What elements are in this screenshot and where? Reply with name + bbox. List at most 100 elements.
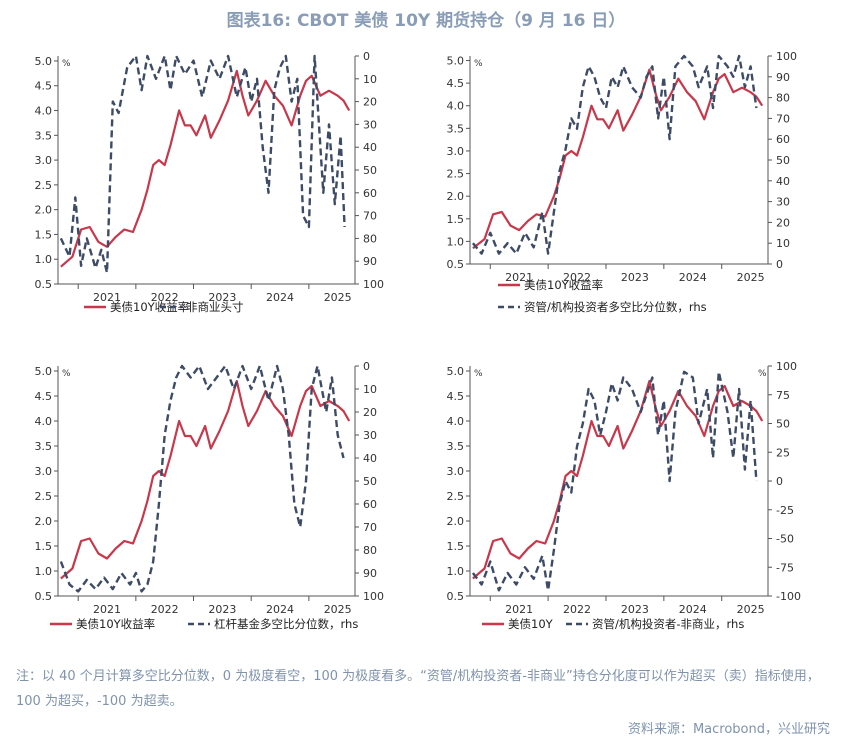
left-tick-label: 4.5	[447, 390, 465, 403]
chart-panel-2: % 0.5 1.0 1.5 2.0 2.5 3.0 3.5 4.0 4.5 5.0 0 10 20 30 40…	[447, 50, 798, 314]
right-tick-label: 10	[776, 237, 790, 250]
legend-label: 资管/机构投资者-非商业，rhs	[592, 617, 744, 631]
right-tick-label: 75	[776, 389, 790, 402]
left-tick-label: 1.0	[447, 235, 465, 248]
right-tick-label: 50	[363, 475, 377, 488]
left-tick-label: 5.0	[447, 55, 465, 68]
left-tick-label: 4.0	[35, 415, 53, 428]
series-line-yield	[60, 69, 351, 268]
x-tick-label: 2024	[679, 603, 707, 616]
right-tick-label: 90	[776, 71, 790, 84]
right-tick-label: 30	[363, 429, 377, 442]
left-tick-label: 1.5	[35, 228, 53, 241]
left-tick-label: 5.0	[447, 365, 465, 378]
left-tick-label: 5.0	[35, 55, 53, 68]
left-unit-label: %	[474, 369, 483, 379]
left-tick-label: 2.5	[35, 179, 53, 192]
legend-label: 杠杆基金多空比分位数，rhs	[214, 617, 358, 631]
right-tick-label: 80	[776, 92, 790, 105]
right-tick-label: 20	[776, 216, 790, 229]
right-tick-label: -100	[776, 590, 801, 603]
left-tick-label: 2.5	[447, 168, 465, 181]
x-tick-label: 2021	[93, 291, 121, 304]
left-tick-label: 4.0	[35, 105, 53, 118]
legend-label: 资管/机构投资者多空比分位数，rhs	[524, 300, 707, 314]
left-tick-label: 1.5	[447, 213, 465, 226]
left-tick-label: 3.0	[35, 465, 53, 478]
right-tick-label: 60	[363, 187, 377, 200]
series-line-yield	[60, 379, 351, 580]
right-tick-label: 30	[776, 196, 790, 209]
left-tick-label: 3.5	[35, 129, 53, 142]
left-tick-label: 2.0	[35, 204, 53, 217]
series-line-positioning	[471, 54, 758, 255]
right-tick-label: 0	[776, 258, 783, 271]
x-tick-label: 2025	[737, 271, 765, 284]
right-tick-label: 0	[776, 475, 783, 488]
x-tick-label: 2022	[151, 291, 179, 304]
x-tick-label: 2023	[621, 603, 649, 616]
right-tick-label: 40	[776, 175, 790, 188]
right-tick-label: 90	[363, 255, 377, 268]
right-tick-label: 100	[363, 590, 384, 603]
legend-label: 美债10Y	[508, 617, 554, 631]
x-tick-label: 2025	[737, 603, 765, 616]
right-tick-label: 60	[776, 133, 790, 146]
series-line-positioning	[59, 54, 346, 274]
left-unit-label: %	[62, 369, 71, 379]
left-tick-label: 4.0	[447, 100, 465, 113]
right-tick-label: 50	[776, 418, 790, 431]
chart-panel-4: % % 0.5 1.0 1.5 2.0 2.5 3.0 3.5 4.0 4.5 5.0 -100 -75 -…	[447, 360, 801, 631]
left-tick-label: 0.5	[35, 278, 53, 291]
right-tick-label: 100	[776, 360, 797, 373]
left-tick-label: 2.5	[447, 490, 465, 503]
right-tick-label: 80	[363, 232, 377, 245]
x-tick-label: 2023	[621, 271, 649, 284]
footnote: 注：以 40 个月计算多空比分位数，0 为极度看空，100 为极度看多。“资管/…	[16, 669, 820, 709]
left-tick-label: 0.5	[447, 258, 465, 271]
x-tick-label: 2022	[563, 603, 591, 616]
right-tick-label: -50	[776, 533, 794, 546]
left-tick-label: 1.0	[35, 565, 53, 578]
left-tick-label: 4.5	[35, 390, 53, 403]
right-unit-label: %	[758, 369, 767, 379]
left-tick-label: 2.0	[35, 515, 53, 528]
series-line-yield	[472, 68, 764, 250]
left-tick-label: 3.0	[35, 154, 53, 167]
left-tick-label: 1.5	[447, 540, 465, 553]
left-tick-label: 3.5	[35, 440, 53, 453]
right-tick-label: -75	[776, 561, 794, 574]
x-tick-label: 2021	[505, 271, 533, 284]
right-tick-label: 100	[363, 278, 384, 291]
series-line-positioning	[471, 370, 758, 592]
chart-panel-1: % 0.5 1.0 1.5 2.0 2.5 3.0 3.5 4.0 4.5 5.0 0 10 20 30 40…	[35, 50, 385, 314]
right-tick-label: 25	[776, 446, 790, 459]
left-tick-label: 3.0	[447, 465, 465, 478]
left-unit-label: %	[62, 59, 71, 69]
left-tick-label: 3.5	[447, 440, 465, 453]
left-tick-label: 3.5	[447, 122, 465, 135]
x-tick-label: 2024	[266, 603, 294, 616]
right-tick-label: 70	[776, 112, 790, 125]
left-tick-label: 0.5	[35, 590, 53, 603]
right-tick-label: 20	[363, 96, 377, 109]
right-tick-label: 60	[363, 498, 377, 511]
right-tick-label: 30	[363, 118, 377, 131]
left-tick-label: 2.5	[35, 490, 53, 503]
left-tick-label: 4.0	[447, 415, 465, 428]
right-tick-label: 0	[363, 360, 370, 373]
right-tick-label: 0	[363, 50, 370, 63]
right-tick-label: 40	[363, 141, 377, 154]
left-tick-label: 1.0	[35, 253, 53, 266]
source-note: 资料来源：Macrobond，兴业研究	[627, 722, 830, 737]
x-tick-label: 2021	[505, 603, 533, 616]
left-tick-label: 5.0	[35, 365, 53, 378]
right-tick-label: 70	[363, 210, 377, 223]
x-tick-label: 2024	[266, 291, 294, 304]
x-tick-label: 2025	[324, 603, 352, 616]
left-tick-label: 1.5	[35, 540, 53, 553]
chart-panel-3: % 0.5 1.0 1.5 2.0 2.5 3.0 3.5 4.0 4.5 5.0 0 10 20 30 40…	[35, 360, 385, 631]
right-tick-label: 40	[363, 452, 377, 465]
left-tick-label: 2.0	[447, 515, 465, 528]
right-tick-label: -25	[776, 504, 794, 517]
